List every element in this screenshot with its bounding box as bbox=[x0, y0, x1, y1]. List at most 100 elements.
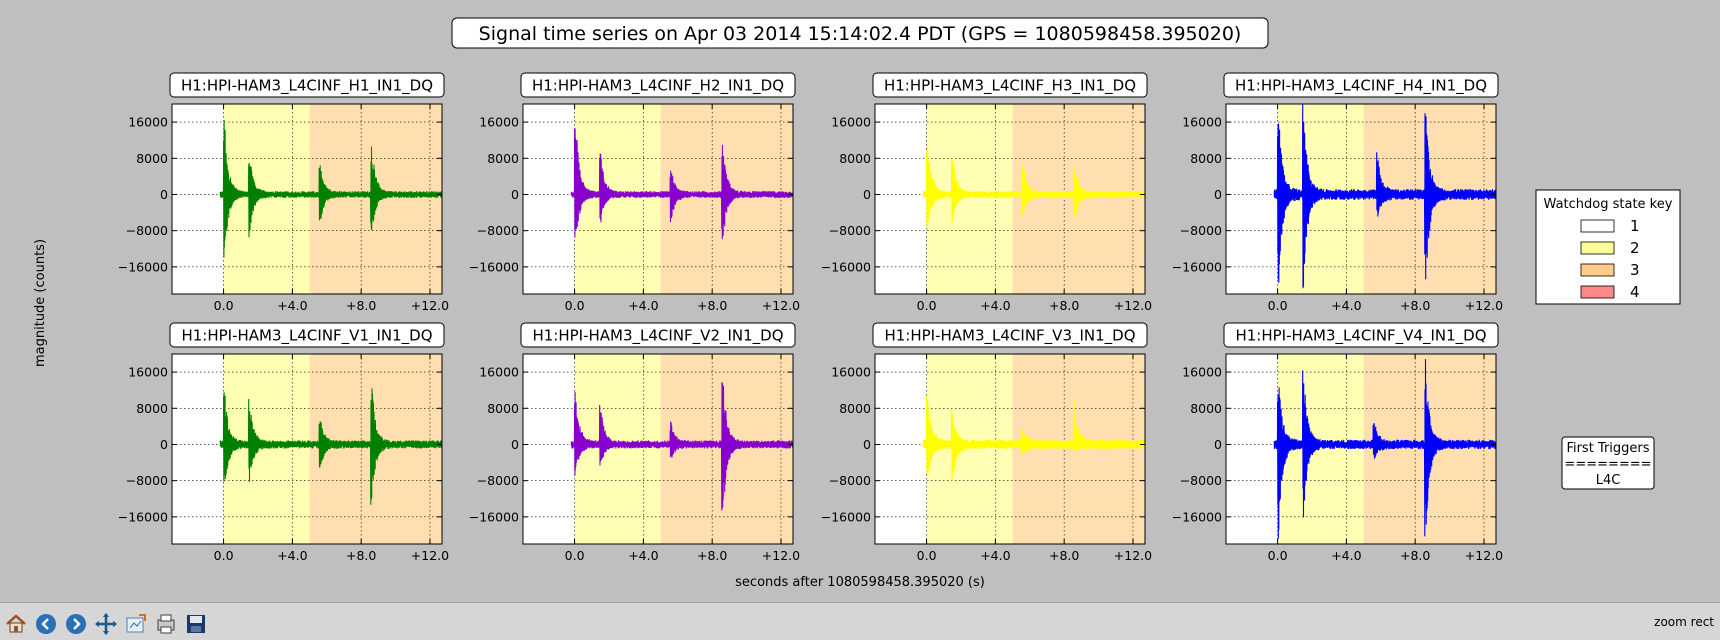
x-tick-label: 0.0 bbox=[565, 298, 585, 313]
signal-trace bbox=[1273, 359, 1496, 539]
x-tick-label: 0.0 bbox=[214, 298, 234, 313]
x-tick-label: +8.0 bbox=[1049, 548, 1079, 563]
y-tick-label: 8000 bbox=[487, 151, 519, 166]
y-tick-label: −8000 bbox=[477, 223, 519, 238]
pan-icon[interactable] bbox=[93, 611, 119, 637]
triggers-line: ======== bbox=[1564, 457, 1651, 472]
y-tick-label: −16000 bbox=[821, 509, 871, 524]
home-icon[interactable] bbox=[3, 611, 29, 637]
panel-title: H1:HPI-HAM3_L4CINF_H2_IN1_DQ bbox=[532, 77, 784, 96]
axes-frame bbox=[1225, 103, 1497, 295]
subplots-icon[interactable] bbox=[123, 611, 149, 637]
legend-swatch bbox=[1580, 241, 1615, 255]
figure-canvas: Signal time series on Apr 03 2014 15:14:… bbox=[0, 0, 1720, 602]
x-tick-label: +12.0 bbox=[1465, 298, 1503, 313]
y-tick-label: 0 bbox=[160, 187, 168, 202]
state-band-2 bbox=[223, 104, 310, 294]
subplot-5: 16000 8000 0 −8000 −16000 0.0 +4.0 +8.0 +12.0 H1:… bbox=[118, 322, 449, 563]
axes-frame bbox=[171, 353, 443, 545]
x-tick-label: +8.0 bbox=[1400, 298, 1430, 313]
subplot-1: 16000 8000 0 −8000 −16000 0.0 +4.0 +8.0 +12.0 H1:… bbox=[118, 72, 449, 313]
signal-trace bbox=[1273, 104, 1496, 289]
x-tick-label: +12.0 bbox=[1114, 548, 1152, 563]
configure-icon[interactable] bbox=[153, 611, 179, 637]
legend-swatch bbox=[1580, 219, 1615, 233]
x-tick-label: +4.0 bbox=[980, 298, 1010, 313]
x-tick-label: +4.0 bbox=[628, 548, 658, 563]
triggers-line: L4C bbox=[1596, 473, 1621, 488]
navigation-toolbar: zoom rect bbox=[0, 602, 1720, 640]
x-tick-label: +12.0 bbox=[762, 298, 800, 313]
axes-frame bbox=[1225, 353, 1497, 545]
x-tick-label: +12.0 bbox=[411, 548, 449, 563]
y-tick-label: 0 bbox=[1214, 187, 1222, 202]
x-tick-label: 0.0 bbox=[214, 548, 234, 563]
x-tick-label: +8.0 bbox=[346, 298, 376, 313]
panel-title-box bbox=[520, 322, 796, 348]
y-tick-label: 0 bbox=[863, 187, 871, 202]
figure-title-box bbox=[451, 17, 1269, 49]
panel-title: H1:HPI-HAM3_L4CINF_V4_IN1_DQ bbox=[1235, 327, 1486, 346]
state-band-2 bbox=[223, 354, 310, 544]
y-tick-label: −16000 bbox=[469, 509, 519, 524]
watchdog-legend: Watchdog state key 1 2 3 4 bbox=[1535, 189, 1681, 305]
plot-area: Signal time series on Apr 03 2014 15:14:… bbox=[33, 17, 1681, 590]
figure-title: Signal time series on Apr 03 2014 15:14:… bbox=[479, 23, 1242, 45]
y-tick-label: 8000 bbox=[839, 151, 871, 166]
subplot-6: 16000 8000 0 −8000 −16000 0.0 +4.0 +8.0 +12.0 H1:… bbox=[469, 322, 800, 563]
y-tick-label: −16000 bbox=[821, 259, 871, 274]
y-tick-label: 8000 bbox=[839, 401, 871, 416]
axes-frame bbox=[874, 353, 1146, 545]
signal-trace bbox=[922, 145, 1145, 229]
panel-title-box bbox=[169, 72, 445, 98]
y-tick-label: −16000 bbox=[1172, 509, 1222, 524]
x-tick-label: +12.0 bbox=[411, 298, 449, 313]
back-icon[interactable] bbox=[33, 611, 59, 637]
subplot-4: 16000 8000 0 −8000 −16000 0.0 +4.0 +8.0 +12.0 H1:… bbox=[1172, 72, 1503, 313]
panel-title-box bbox=[520, 72, 796, 98]
legend-label: 3 bbox=[1630, 261, 1640, 279]
x-tick-label: 0.0 bbox=[565, 548, 585, 563]
legend-label: 2 bbox=[1630, 239, 1640, 257]
x-tick-label: 0.0 bbox=[917, 298, 937, 313]
x-tick-label: +8.0 bbox=[697, 548, 727, 563]
x-tick-label: 0.0 bbox=[917, 548, 937, 563]
legend-swatch bbox=[1580, 285, 1615, 299]
y-tick-label: 0 bbox=[1214, 437, 1222, 452]
signal-trace bbox=[570, 128, 793, 240]
forward-icon[interactable] bbox=[63, 611, 89, 637]
y-tick-label: −16000 bbox=[469, 259, 519, 274]
x-tick-label: +4.0 bbox=[277, 298, 307, 313]
y-tick-label: −8000 bbox=[1180, 473, 1222, 488]
y-tick-label: 16000 bbox=[479, 115, 519, 130]
x-tick-label: 0.0 bbox=[1268, 548, 1288, 563]
legend-title: Watchdog state key bbox=[1544, 197, 1673, 212]
y-tick-label: 16000 bbox=[831, 115, 871, 130]
state-band-2 bbox=[926, 354, 1013, 544]
axes-frame bbox=[522, 353, 794, 545]
y-tick-label: 8000 bbox=[136, 151, 168, 166]
state-band-2 bbox=[574, 354, 661, 544]
x-tick-label: +8.0 bbox=[346, 548, 376, 563]
x-tick-label: +12.0 bbox=[762, 548, 800, 563]
y-tick-label: −8000 bbox=[126, 473, 168, 488]
y-tick-label: 16000 bbox=[479, 365, 519, 380]
panel-title-box bbox=[872, 322, 1148, 348]
x-tick-label: +12.0 bbox=[1114, 298, 1152, 313]
signal-trace bbox=[219, 119, 442, 258]
y-tick-label: 8000 bbox=[1190, 401, 1222, 416]
panel-title: H1:HPI-HAM3_L4CINF_H3_IN1_DQ bbox=[884, 77, 1136, 96]
x-axis-label: seconds after 1080598458.395020 (s) bbox=[735, 575, 985, 590]
legend-label: 4 bbox=[1630, 283, 1640, 301]
panel-title: H1:HPI-HAM3_L4CINF_V3_IN1_DQ bbox=[884, 327, 1135, 346]
y-tick-label: −16000 bbox=[118, 259, 168, 274]
y-tick-label: 16000 bbox=[1182, 365, 1222, 380]
triggers-line: First Triggers bbox=[1566, 441, 1649, 456]
save-icon[interactable] bbox=[183, 611, 209, 637]
axes-frame bbox=[522, 103, 794, 295]
subplot-2: 16000 8000 0 −8000 −16000 0.0 +4.0 +8.0 +12.0 H1:… bbox=[469, 72, 800, 313]
y-tick-label: 16000 bbox=[128, 365, 168, 380]
panel-title: H1:HPI-HAM3_L4CINF_V2_IN1_DQ bbox=[532, 327, 783, 346]
x-tick-label: +4.0 bbox=[1331, 298, 1361, 313]
panel-title: H1:HPI-HAM3_L4CINF_V1_IN1_DQ bbox=[181, 327, 432, 346]
